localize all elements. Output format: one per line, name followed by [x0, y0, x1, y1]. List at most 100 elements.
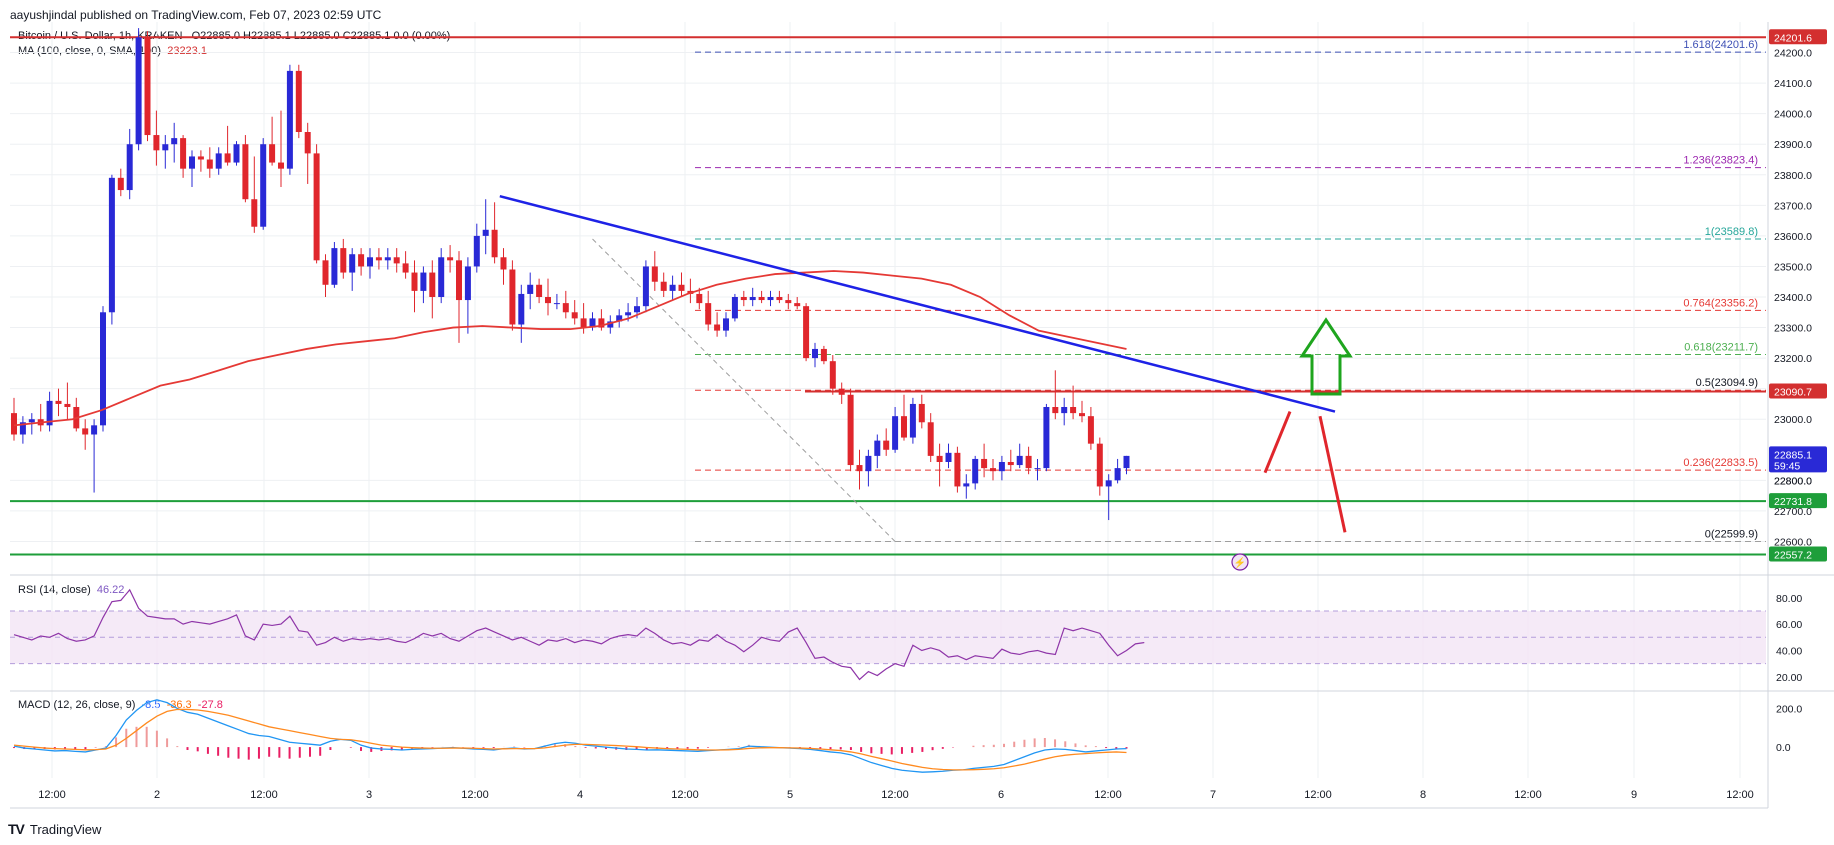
- x-tick-label: 4: [577, 789, 583, 801]
- rsi-value: 46.22: [96, 584, 125, 596]
- x-tick-label: 7: [1210, 789, 1216, 801]
- rsi-legend: RSI (14, close) 46.22: [18, 584, 124, 596]
- candle: [447, 257, 454, 261]
- candle: [571, 312, 578, 319]
- ma-100-line: [13, 270, 1127, 427]
- rsi-tick-label: 40.00: [1776, 645, 1802, 657]
- resistance-price-badge-text: 23090.7: [1774, 387, 1812, 399]
- candle: [820, 348, 827, 362]
- x-tick-label: 12:00: [38, 789, 66, 801]
- candle: [1034, 468, 1041, 470]
- resistance-price-badge: [1769, 383, 1827, 399]
- y-tick-label: 22800.0: [1774, 475, 1812, 487]
- support-low-badge-text: 22557.2: [1774, 550, 1812, 562]
- candle: [669, 284, 676, 291]
- candle: [625, 312, 632, 316]
- candle: [251, 199, 258, 227]
- candle: [393, 257, 400, 264]
- y-tick-label: 24100.0: [1774, 78, 1812, 90]
- candle: [785, 300, 792, 304]
- x-tick-label: 12:00: [671, 789, 699, 801]
- candle: [144, 37, 151, 136]
- x-tick-label: 12:00: [1094, 789, 1122, 801]
- ma-value: 23223.1: [167, 45, 207, 57]
- candle: [812, 348, 818, 359]
- candle: [135, 37, 142, 145]
- macd-tick-label: 200.0: [1776, 703, 1802, 715]
- bearish-trend-line: [499, 194, 1336, 413]
- candle: [420, 272, 427, 291]
- candle: [598, 318, 605, 328]
- candle: [642, 266, 649, 307]
- candle: [473, 235, 480, 267]
- y-tick-label: 22700.0: [1774, 506, 1812, 518]
- candle: [589, 318, 596, 328]
- candle: [651, 266, 658, 282]
- resistance-top-badge-text: 24201.6: [1774, 32, 1812, 44]
- candle: [286, 70, 293, 169]
- rsi-tick-label: 20.00: [1776, 672, 1802, 684]
- candle: [705, 303, 712, 325]
- macd-label: MACD (12, 26, close, 9): [18, 699, 136, 711]
- flash-marker-glyph: ⚡: [1234, 556, 1246, 569]
- candle: [545, 297, 551, 304]
- candle: [794, 303, 801, 307]
- support-low-badge: [1769, 546, 1827, 562]
- candle: [758, 297, 765, 301]
- candle: [803, 306, 810, 359]
- candle: [562, 303, 569, 313]
- y-tick-label: 23700.0: [1774, 200, 1812, 212]
- candle: [491, 229, 498, 258]
- candle: [46, 400, 53, 426]
- candle: [998, 462, 1005, 472]
- candle: [1079, 413, 1085, 417]
- last-price-badge-text: 22885.1: [1774, 449, 1812, 461]
- candle: [197, 156, 204, 160]
- candle: [331, 248, 338, 285]
- candle: [829, 361, 836, 389]
- candle: [278, 162, 284, 169]
- candle: [909, 403, 916, 438]
- x-tick-label: 6: [998, 789, 1004, 801]
- candle: [224, 153, 231, 163]
- y-tick-label: 23500.0: [1774, 261, 1812, 273]
- y-tick-label: 24000.0: [1774, 109, 1812, 121]
- candle: [518, 293, 525, 325]
- candle: [874, 440, 881, 456]
- ma-legend: MA (100, close, 0, SMA, 100) 23223.1: [18, 45, 207, 57]
- y-tick-label: 23400.0: [1774, 292, 1812, 304]
- fib-level-label: 0.5(23094.9): [1696, 377, 1758, 389]
- candle: [1096, 443, 1103, 487]
- y-tick-label: 23800.0: [1774, 170, 1812, 182]
- candle: [696, 293, 703, 304]
- rsi-label: RSI (14, close): [18, 584, 91, 596]
- x-tick-label: 12:00: [1514, 789, 1542, 801]
- candle: [126, 144, 133, 191]
- candle: [429, 272, 436, 297]
- candle: [180, 138, 187, 169]
- candle: [918, 403, 925, 423]
- publish-info: aayushjindal published on TradingView.co…: [10, 8, 382, 22]
- candle: [1105, 480, 1112, 487]
- candle: [616, 315, 623, 322]
- x-tick-label: 12:00: [461, 789, 489, 801]
- candle: [82, 428, 89, 435]
- candle: [464, 266, 471, 301]
- candle: [1052, 407, 1059, 414]
- y-tick-label: 24200.0: [1774, 48, 1812, 60]
- candle: [901, 416, 907, 438]
- tradingview-brand[interactable]: TV TradingView: [8, 821, 101, 837]
- candle: [740, 297, 747, 301]
- x-tick-label: 8: [1420, 789, 1426, 801]
- support-price-badge: [1769, 493, 1827, 509]
- candle: [678, 284, 685, 291]
- x-tick-label: 2: [154, 789, 160, 801]
- candle: [527, 284, 534, 294]
- ohlc-values: O22885.0 H22885.1 L22885.0 C22885.1 0.0 …: [191, 30, 451, 42]
- candle: [260, 144, 267, 227]
- candle: [714, 324, 721, 331]
- candle: [972, 458, 979, 484]
- candle: [1007, 462, 1014, 466]
- candle: [1070, 407, 1077, 414]
